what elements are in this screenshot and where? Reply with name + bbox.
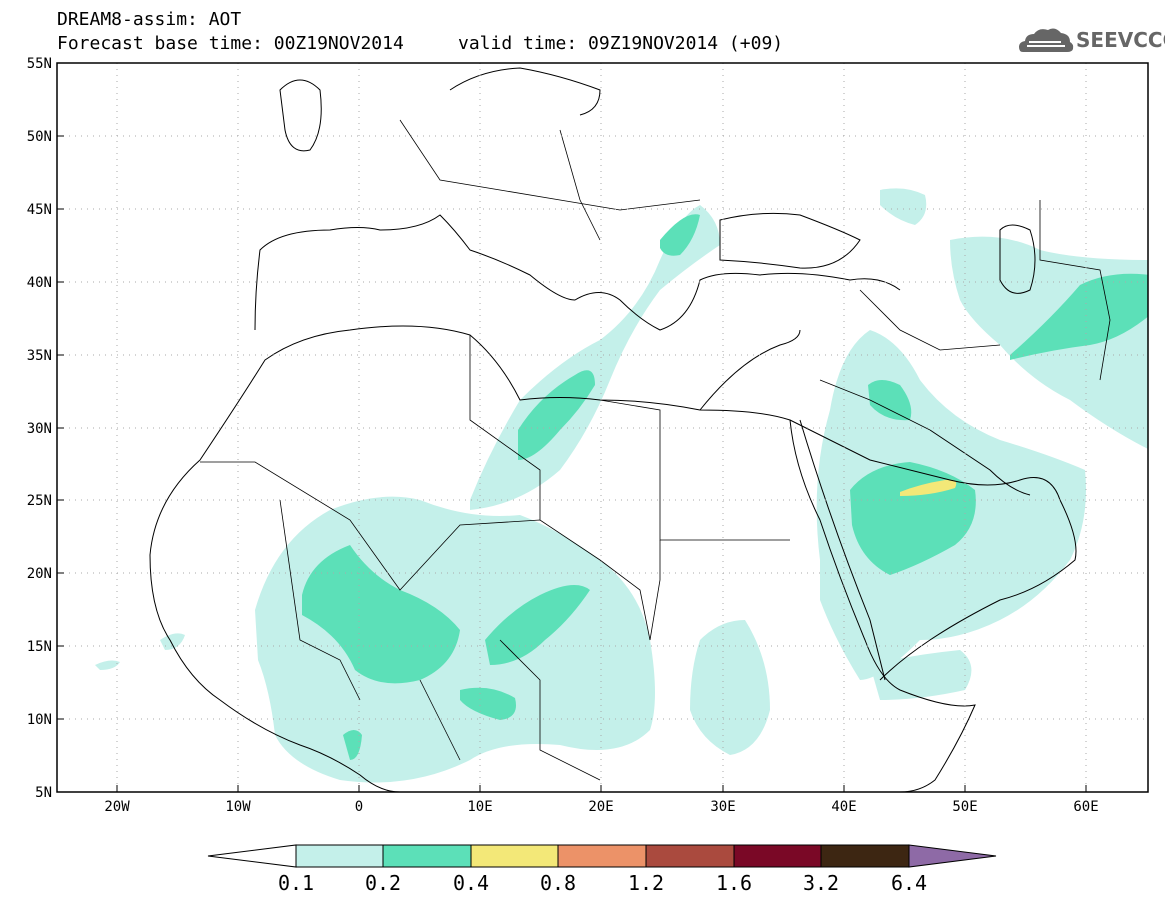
black-sea-coast (719, 212, 861, 269)
colorbar-segment (733, 844, 822, 868)
colorbar (207, 844, 997, 868)
logo-text: SEEVCCC (1076, 28, 1165, 52)
lon-label: 20E (588, 799, 613, 815)
lat-label: 50N (27, 129, 52, 145)
lon-label: 0 (355, 799, 363, 815)
colorbar-label: 1.6 (715, 871, 753, 895)
lat-label: 30N (27, 421, 52, 437)
aot-region-sudan (690, 620, 770, 755)
colorbar-segment (382, 844, 472, 868)
valid-time-value: 09Z19NOV2014 (+09) (588, 33, 784, 54)
map-title: DREAM8-assim: AOT (57, 9, 242, 30)
lat-label: 45N (27, 202, 52, 218)
aot-core-mali-niger (302, 545, 460, 684)
lat-label: 5N (35, 785, 52, 801)
colorbar-label: 3.2 (802, 871, 840, 895)
aot-core-chad (485, 585, 590, 665)
lon-label: 60E (1073, 799, 1098, 815)
axis-ticks (57, 62, 1087, 792)
aot-region-caspian (880, 188, 927, 225)
lon-label: 10W (225, 799, 251, 815)
colorbar-segment (645, 844, 735, 868)
aot-core-ghana (343, 730, 362, 760)
lat-label: 40N (27, 275, 52, 291)
lat-label: 55N (27, 56, 52, 72)
valid-time-label: valid time: (457, 33, 578, 54)
lat-labels: 55N 50N 45N 40N 35N 30N 25N 20N 15N 10N … (27, 56, 52, 801)
caspian-coast (999, 224, 1036, 294)
lon-label: 20W (104, 799, 130, 815)
lon-labels: 20W 10W 0 10E 20E 30E 40E 50E 60E (104, 799, 1098, 815)
aot-core-iraq (868, 380, 912, 421)
cloud-icon (1019, 28, 1074, 52)
lat-label: 35N (27, 348, 52, 364)
lon-label: 50E (952, 799, 977, 815)
aot-core-greece (660, 214, 700, 256)
aot-field-layer (95, 188, 1148, 783)
red-sea-coast (799, 419, 886, 681)
british-isles (279, 79, 322, 152)
mediterranean-east (699, 329, 801, 411)
colorbar-label: 0.2 (364, 871, 402, 895)
colorbar-segment (557, 844, 647, 868)
base-time-label: Forecast base time: (57, 33, 263, 54)
lon-label: 10E (467, 799, 492, 815)
colorbar-segment (470, 844, 559, 868)
colorbar-label: 0.1 (277, 871, 315, 895)
aot-core-libya (518, 370, 595, 460)
base-time-value: 00Z19NOV2014 (273, 33, 404, 54)
lat-label: 10N (27, 712, 52, 728)
aot-core-nigeria (460, 687, 516, 720)
scandinavia (449, 67, 601, 116)
lon-label: 40E (831, 799, 856, 815)
lon-label: 30E (710, 799, 735, 815)
lat-label: 25N (27, 493, 52, 509)
colorbar-low-arrow (207, 844, 297, 868)
colorbar-label: 0.4 (452, 871, 490, 895)
aot-region-senegal (95, 660, 120, 670)
colorbar-label: 0.8 (539, 871, 577, 895)
colorbar-high-arrow (908, 844, 997, 868)
africa-coastline (149, 325, 976, 792)
colorbar-segment (295, 844, 384, 868)
lat-label: 20N (27, 566, 52, 582)
colorbar-label: 1.2 (627, 871, 665, 895)
colorbar-label: 6.4 (890, 871, 928, 895)
lat-label: 15N (27, 639, 52, 655)
forecast-time-line: Forecast base time: 00Z19NOV2014 valid t… (57, 34, 783, 54)
borders-layer (200, 119, 1111, 781)
persian-gulf-coast (929, 429, 1031, 496)
aot-core-iran (1010, 273, 1148, 360)
colorbar-segment (820, 844, 910, 868)
aot-region-mauritania (160, 633, 185, 650)
europe-coastline (254, 214, 901, 331)
coastlines-layer (149, 67, 1077, 792)
aot-max-arabia (900, 479, 957, 496)
